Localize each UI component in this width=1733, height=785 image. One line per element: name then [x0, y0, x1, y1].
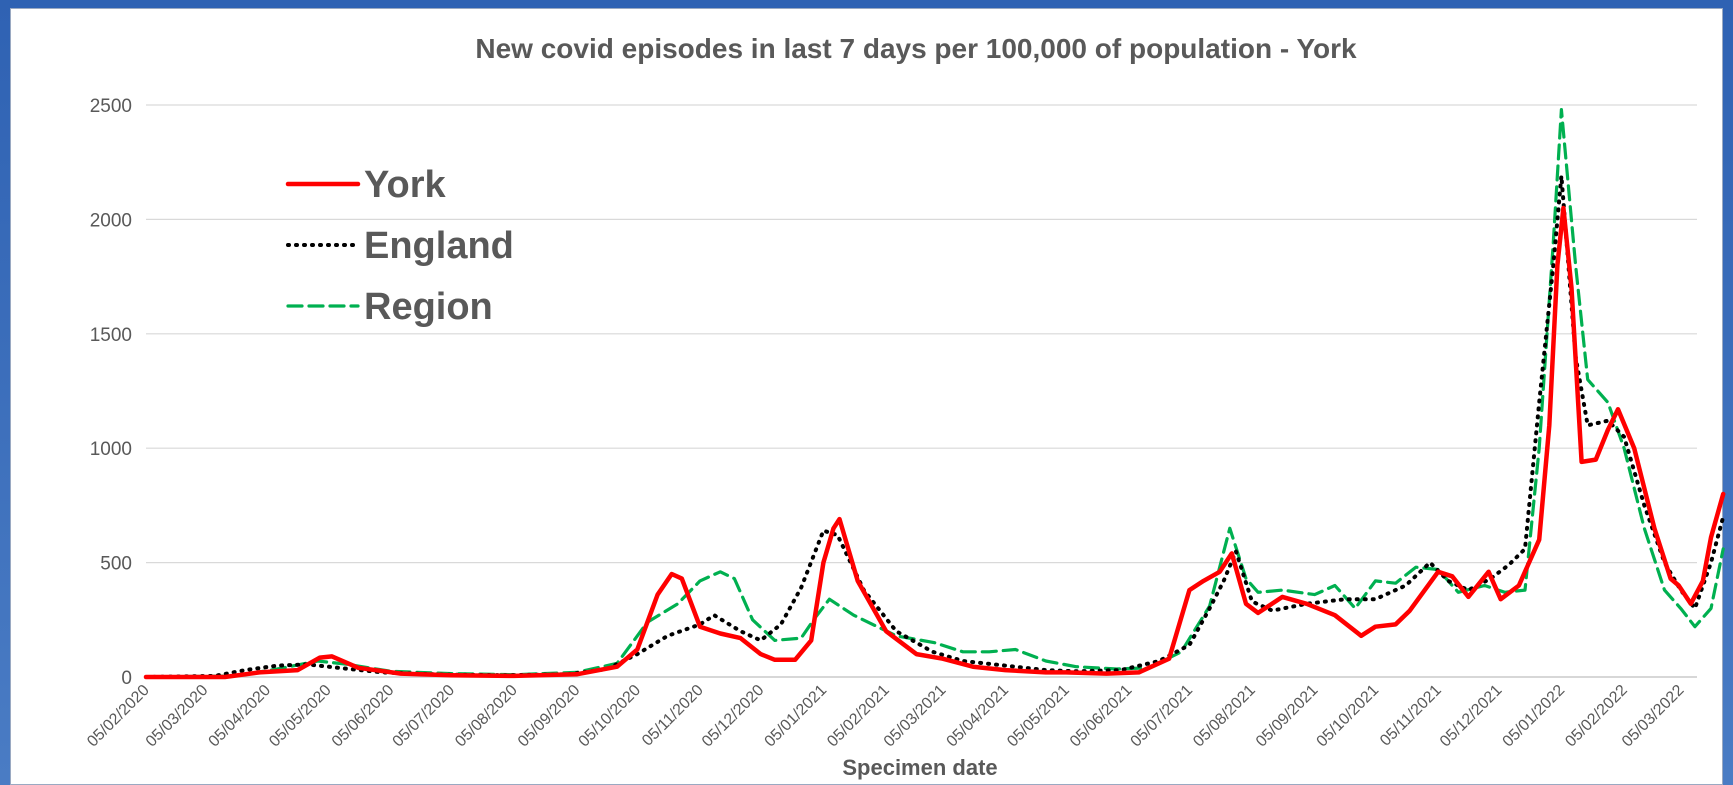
x-tick-label: 05/03/2022 [1619, 682, 1688, 751]
series-line-york [143, 205, 1726, 680]
x-tick-label: 05/04/2021 [944, 682, 1013, 751]
y-tick-label: 1000 [90, 439, 132, 460]
x-axis-label: Specimen date [842, 755, 997, 780]
x-tick-label: 05/02/2020 [84, 682, 153, 751]
y-tick-label: 2000 [90, 210, 132, 231]
x-tick-label: 05/06/2021 [1067, 682, 1136, 751]
x-tick-label: 05/09/2020 [515, 682, 584, 751]
x-tick-label: 05/07/2020 [390, 682, 459, 751]
x-tick-label: 05/05/2020 [266, 682, 335, 751]
y-tick-label: 0 [121, 668, 132, 689]
x-tick-label: 05/04/2020 [206, 682, 275, 751]
x-tick-label: 05/07/2021 [1128, 682, 1197, 751]
chart-panel [10, 8, 1723, 785]
series-lines [143, 107, 1726, 680]
legend: York England Region [285, 164, 514, 328]
legend-label-region: Region [364, 286, 493, 328]
x-tick-label: 05/11/2020 [639, 682, 707, 750]
y-tick-label: 500 [100, 554, 132, 575]
x-tick-label: 05/12/2021 [1437, 682, 1506, 751]
y-tick-label: 2500 [90, 96, 132, 117]
y-axis-ticks: 0 500 1000 1500 2000 2500 [90, 96, 132, 689]
legend-label-york: York [364, 164, 447, 206]
x-tick-label: 05/08/2021 [1190, 682, 1259, 751]
gridlines [146, 104, 1697, 678]
x-axis-ticks: 05/02/202005/03/202005/04/202005/05/2020… [84, 682, 1687, 751]
x-tick-label: 05/09/2021 [1253, 682, 1322, 751]
x-tick-label: 05/03/2020 [143, 682, 212, 751]
x-tick-label: 05/01/2021 [762, 682, 831, 751]
y-tick-label: 1500 [90, 325, 132, 346]
x-tick-label: 05/08/2020 [452, 682, 521, 751]
x-tick-label: 05/03/2021 [881, 682, 950, 751]
x-tick-label: 05/06/2020 [329, 682, 398, 751]
legend-label-england: England [364, 225, 514, 267]
chart-title: New covid episodes in last 7 days per 10… [475, 33, 1357, 64]
x-tick-label: 05/10/2020 [576, 682, 645, 751]
x-tick-label: 05/11/2021 [1377, 682, 1445, 750]
x-tick-label: 05/12/2020 [699, 682, 768, 751]
x-tick-label: 05/01/2022 [1500, 682, 1569, 751]
x-tick-label: 05/10/2021 [1314, 682, 1383, 751]
x-tick-label: 05/05/2021 [1004, 682, 1073, 751]
